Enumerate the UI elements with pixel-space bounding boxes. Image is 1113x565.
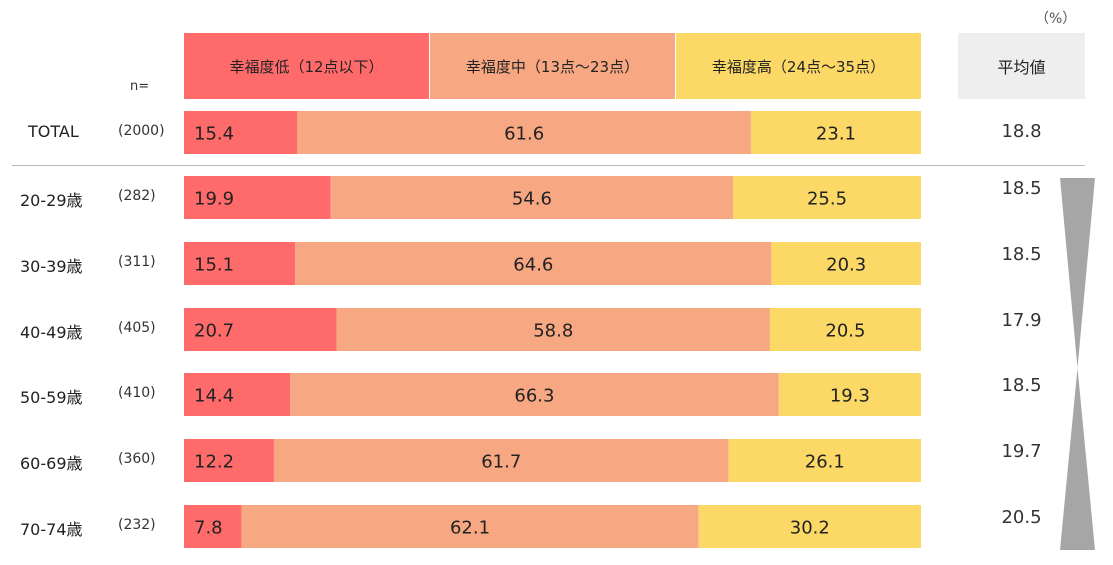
- legend-label-high: 幸福度高（24点～35点）: [711, 57, 886, 76]
- row-average: 18.5: [1001, 177, 1042, 199]
- row-sample-size: (360): [118, 450, 156, 467]
- data-label-6-1: 62.1: [450, 518, 490, 539]
- row-average: 19.7: [1001, 440, 1042, 462]
- data-label-1-0: 19.9: [194, 189, 234, 210]
- row-average: 17.9: [1001, 309, 1042, 331]
- bar-segment-2-2: [771, 242, 921, 285]
- bar-segment-6-2: [698, 505, 921, 548]
- row-label: 20-29歳: [20, 190, 83, 210]
- row-sample-size: (282): [118, 187, 156, 204]
- row-label: 50-59歳: [20, 387, 83, 407]
- row-sample-size: (410): [118, 384, 156, 401]
- data-label-0-2: 23.1: [816, 124, 856, 145]
- row-label: 60-69歳: [20, 453, 83, 473]
- bar-segment-3-1: [336, 308, 770, 351]
- bar-segment-2-0: [184, 242, 296, 285]
- row-label: 30-39歳: [20, 256, 83, 276]
- bar-segment-6-1: [241, 505, 699, 548]
- row-average: 18.8: [1001, 120, 1042, 142]
- legend-label-low: 幸福度低（12点以下）: [229, 57, 384, 76]
- row-sample-size: (405): [118, 319, 156, 336]
- bar-segment-0-0: [184, 111, 298, 154]
- data-label-4-2: 19.3: [830, 386, 870, 407]
- row-average: 18.5: [1001, 374, 1042, 396]
- row-average: 18.5: [1001, 243, 1042, 265]
- row-average: 20.5: [1001, 506, 1042, 528]
- data-label-5-1: 61.7: [481, 452, 521, 473]
- legend-header-high: 幸福度高（24点～35点）: [676, 33, 921, 99]
- total-divider: [12, 165, 1085, 166]
- row-sample-size: (232): [118, 516, 156, 533]
- bar-segment-1-0: [184, 176, 331, 219]
- data-label-3-0: 20.7: [194, 321, 234, 342]
- unit-label: （%）: [1035, 11, 1077, 27]
- data-label-0-1: 61.6: [504, 124, 544, 145]
- data-label-6-0: 7.8: [194, 518, 223, 539]
- bar-segment-5-1: [273, 439, 729, 482]
- bar-segment-0-1: [297, 111, 751, 154]
- row-label: 70-74歳: [20, 519, 83, 539]
- data-label-1-1: 54.6: [512, 189, 552, 210]
- bar-segment-3-0: [184, 308, 337, 351]
- legend-header-mid: 幸福度中（13点～23点）: [430, 33, 675, 99]
- data-label-4-1: 66.3: [514, 386, 554, 407]
- data-label-2-0: 15.1: [194, 255, 234, 276]
- row-label: TOTAL: [28, 121, 79, 141]
- bar-segment-1-1: [330, 176, 734, 219]
- data-label-1-2: 25.5: [807, 189, 847, 210]
- bar-segment-0-2: [750, 111, 921, 154]
- average-header: 平均値: [958, 33, 1085, 99]
- data-label-5-2: 26.1: [805, 452, 845, 473]
- average-header-label: 平均値: [997, 58, 1046, 77]
- n-label: n=: [130, 79, 150, 94]
- data-label-2-1: 64.6: [513, 255, 553, 276]
- trend-marker-upper: [1060, 178, 1095, 368]
- data-label-2-2: 20.3: [826, 255, 866, 276]
- data-label-3-2: 20.5: [825, 321, 865, 342]
- trend-marker-lower: [1060, 368, 1095, 550]
- bar-segment-4-1: [290, 373, 779, 416]
- data-label-0-0: 15.4: [194, 124, 234, 145]
- legend-label-mid: 幸福度中（13点～23点）: [465, 57, 640, 76]
- data-label-3-1: 58.8: [533, 321, 573, 342]
- row-label: 40-49歳: [20, 322, 83, 342]
- bar-segment-4-2: [778, 373, 921, 416]
- row-sample-size: (311): [118, 253, 156, 270]
- bar-segment-3-2: [769, 308, 921, 351]
- bar-segment-6-0: [184, 505, 242, 548]
- legend-header-low: 幸福度低（12点以下）: [184, 33, 429, 99]
- bar-segment-5-2: [728, 439, 921, 482]
- row-sample-size: (2000): [118, 122, 165, 139]
- data-label-6-2: 30.2: [790, 518, 830, 539]
- data-label-4-0: 14.4: [194, 386, 234, 407]
- bar-segment-1-2: [733, 176, 921, 219]
- data-label-5-0: 12.2: [194, 452, 234, 473]
- bar-segment-5-0: [184, 439, 274, 482]
- bar-segment-4-0: [184, 373, 291, 416]
- bar-segment-2-1: [295, 242, 772, 285]
